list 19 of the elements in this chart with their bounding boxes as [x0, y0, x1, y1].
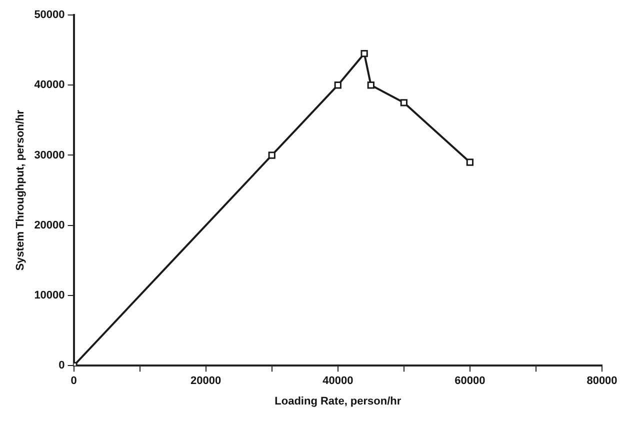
- y-tick-label: 20000: [34, 219, 65, 232]
- point: [360, 50, 368, 58]
- y-tick-label: 50000: [34, 9, 65, 22]
- x-tick-label: 80000: [586, 375, 618, 388]
- point: [400, 99, 408, 106]
- x-tick-label: 20000: [190, 375, 222, 388]
- y-axis-title: System Throughput, person/hr: [14, 109, 27, 271]
- point: [268, 152, 276, 159]
- y-tick-label: 10000: [34, 290, 65, 302]
- point: [367, 82, 374, 89]
- y-tick-label: 30000: [34, 149, 65, 162]
- point: [466, 158, 474, 166]
- y-tick-label: 40000: [34, 79, 65, 92]
- point: [334, 82, 342, 89]
- y-tick-label: 0: [58, 360, 65, 372]
- x-axis-title: Loading Rate, person/hr: [274, 395, 402, 408]
- x-tick-label: 0: [70, 375, 77, 388]
- x-tick-label: 40000: [322, 375, 354, 388]
- x-tick-label: 60000: [454, 375, 486, 388]
